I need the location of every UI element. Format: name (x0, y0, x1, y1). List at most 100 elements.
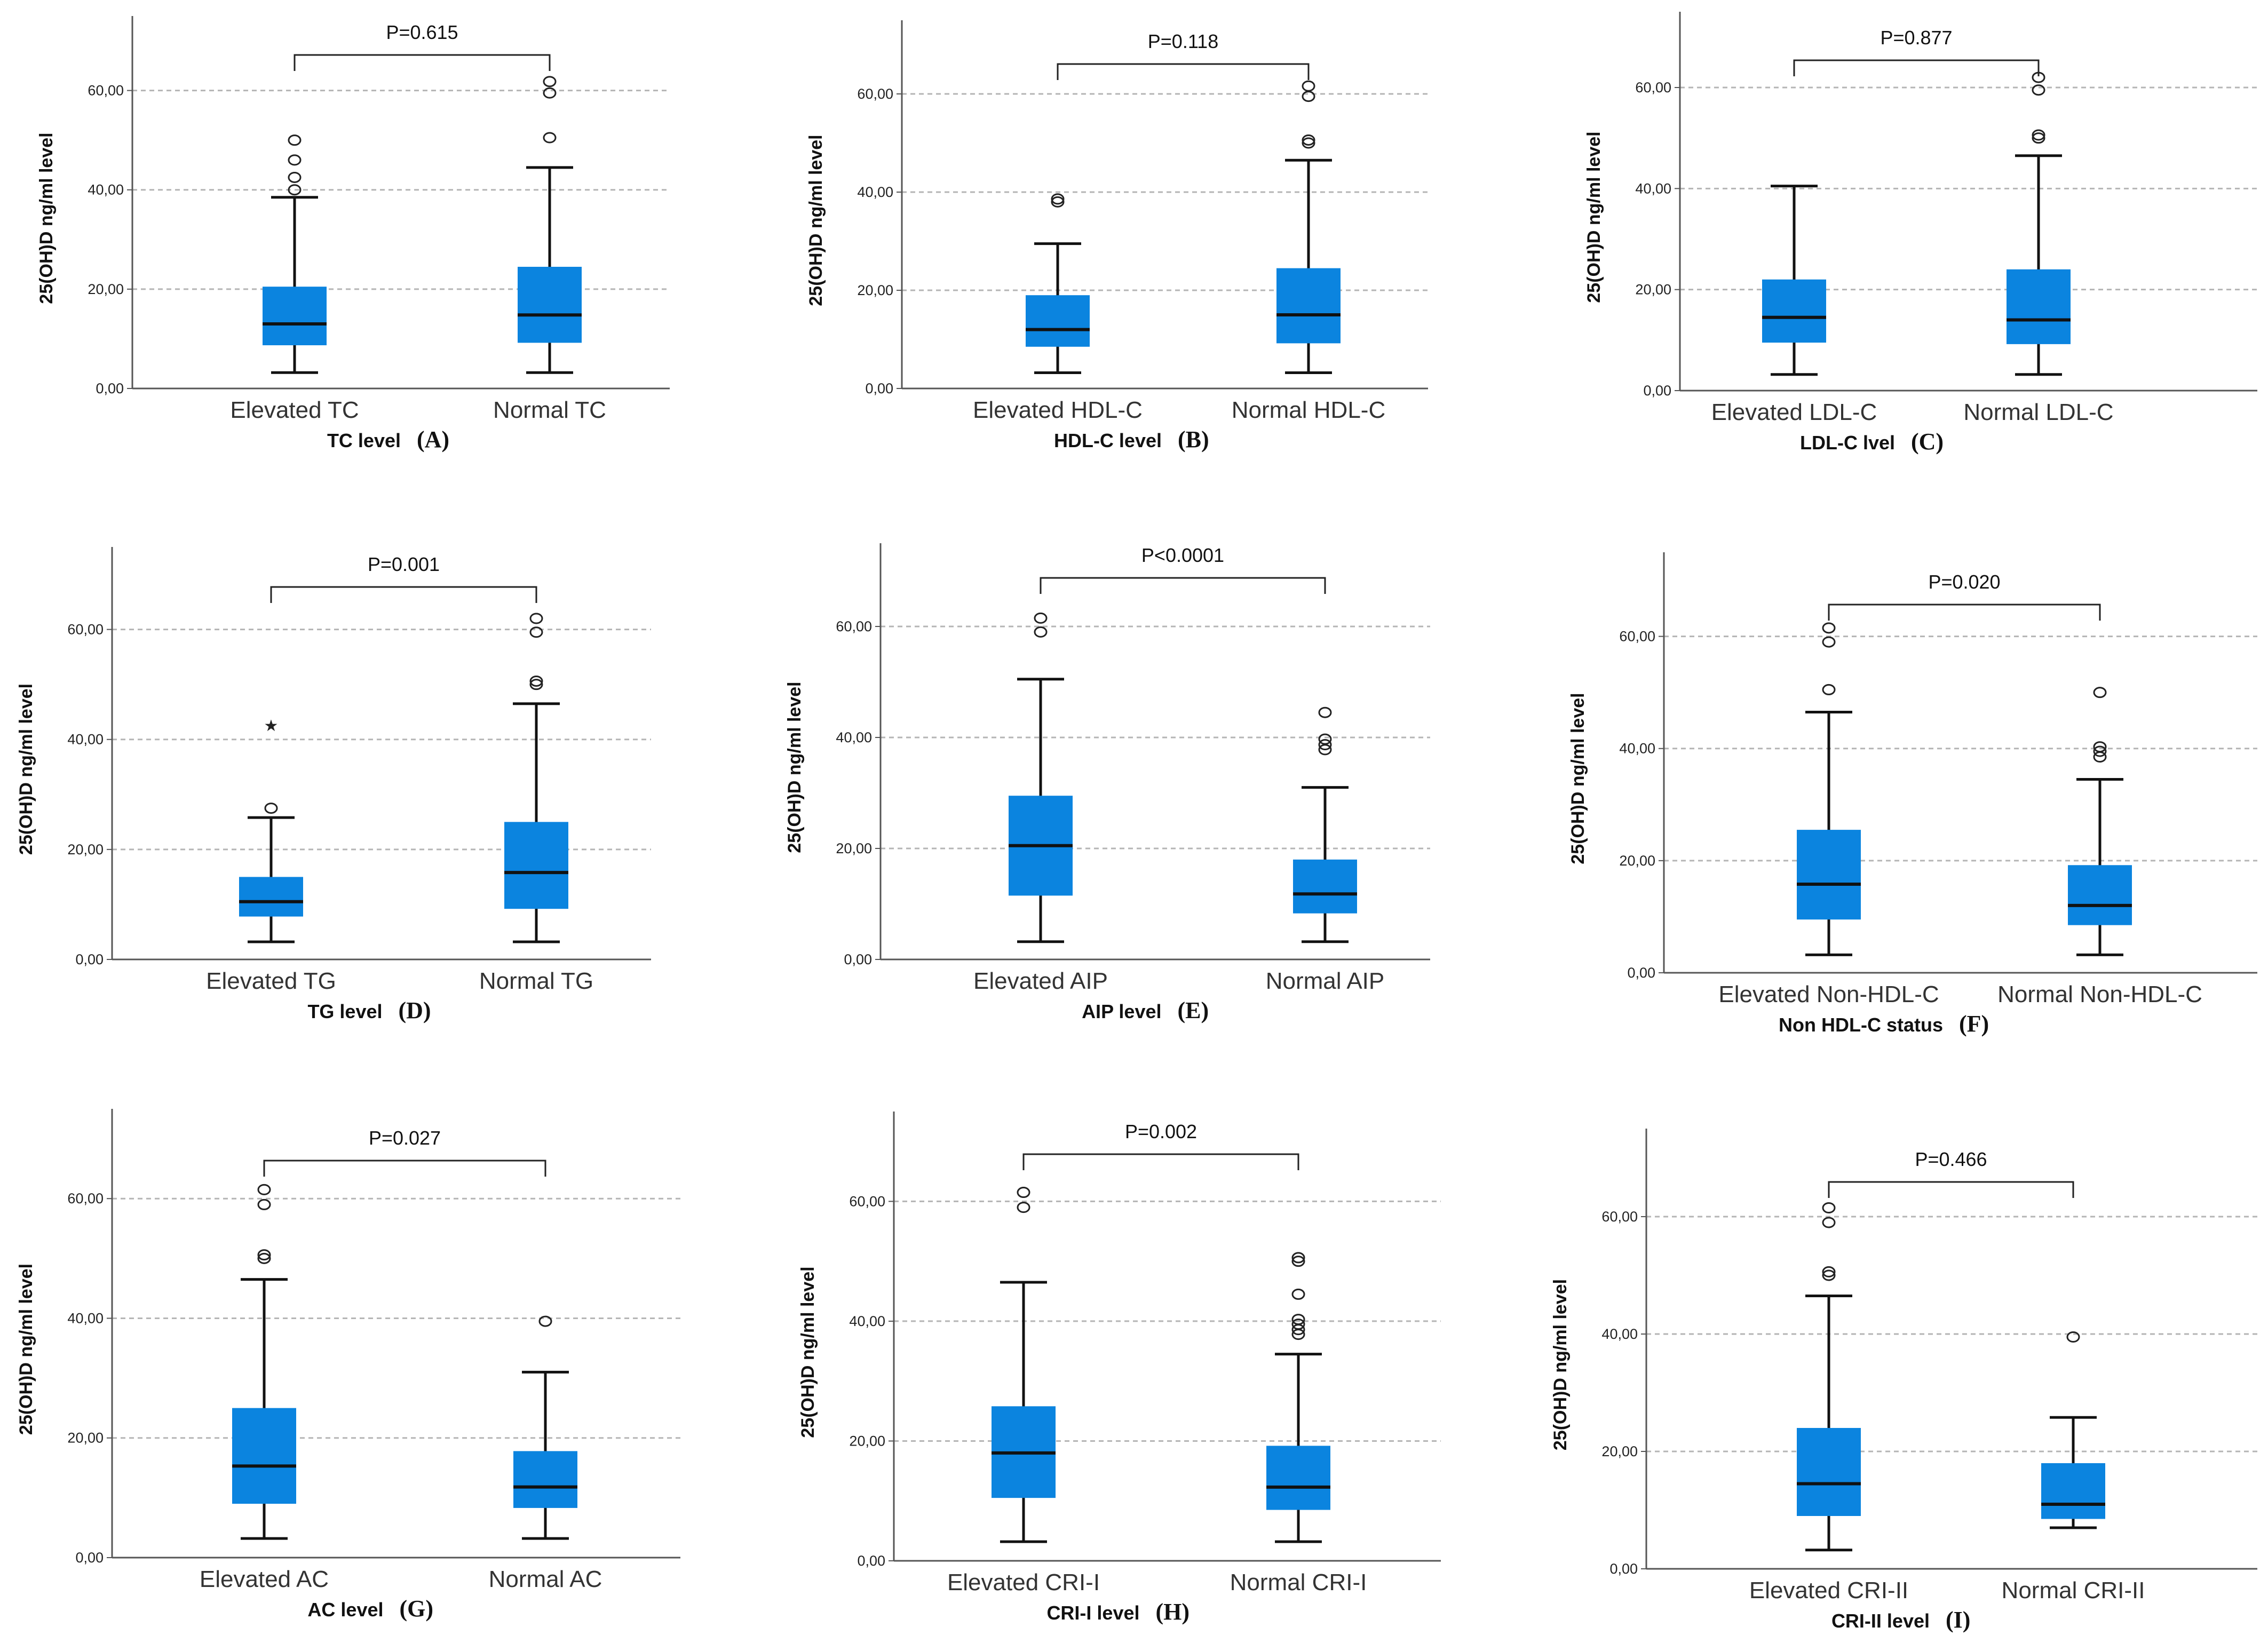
significance-bracket (294, 54, 551, 71)
iqr-box (1293, 859, 1357, 914)
box-group: ★ (239, 717, 303, 943)
iqr-box (1762, 279, 1826, 343)
y-tick-label: 40,00 (67, 1310, 104, 1326)
outlier-marker (1291, 1288, 1305, 1300)
x-category-label: Normal AC (489, 1566, 602, 1592)
y-tick-label: 0,00 (75, 951, 104, 967)
y-tick-label: 0,00 (865, 380, 893, 396)
box-group (1276, 80, 1341, 375)
x-category-label: Elevated CRI-II (1749, 1577, 1908, 1604)
y-tick-label: 60,00 (849, 1193, 885, 1209)
chart-panel-c: 0,00 20,00 40,00 60,00 25(OH)D ng/ml level P=… (1584, 12, 2257, 455)
box-group (232, 1184, 296, 1540)
significance-bracket (263, 1160, 546, 1177)
y-tick-label: 20,00 (857, 282, 893, 298)
y-axis-label: 25(OH)D ng/ml level (36, 132, 57, 304)
p-value-label: P=0.615 (386, 21, 458, 43)
outlier-marker (1302, 91, 1315, 102)
iqr-box (232, 1408, 296, 1504)
x-category-label: Normal TG (479, 968, 593, 994)
iqr-box (239, 877, 303, 917)
outlier-marker (2032, 84, 2045, 96)
x-axis-title: CRI-II level (1831, 1610, 1930, 1632)
iqr-box (1797, 830, 1861, 920)
outlier-marker (1302, 80, 1315, 92)
outlier-marker (529, 613, 543, 624)
chart-panel-a: 0,00 20,00 40,00 60,00 25(OH)D ng/ml level P=… (36, 16, 670, 453)
y-axis-label: 25(OH)D ng/ml level (1550, 1279, 1571, 1450)
y-tick-label: 60,00 (1619, 629, 1655, 645)
x-category-label: Elevated LDL-C (1711, 399, 1877, 425)
outlier-marker (288, 171, 302, 183)
iqr-box (2007, 269, 2071, 344)
outlier-marker (257, 1249, 271, 1261)
outlier-marker (529, 679, 543, 690)
x-axis-title: Non HDL-C status (1779, 1014, 1943, 1036)
chart-panel-g: 0,00 20,00 40,00 60,00 25(OH)D ng/ml level P=… (16, 1109, 680, 1622)
y-tick-label: 60,00 (88, 83, 124, 99)
outlier-marker (1822, 1217, 1836, 1228)
extreme-outlier-marker: ★ (264, 717, 279, 735)
y-tick-label: 0,00 (1627, 965, 1655, 981)
outlier-marker (543, 76, 557, 88)
box-group (1797, 1202, 1861, 1552)
box-group (1797, 622, 1861, 956)
iqr-box (1276, 268, 1341, 344)
outlier-marker (257, 1198, 271, 1210)
x-category-label: Elevated HDL-C (973, 397, 1143, 423)
x-category-label: Normal Non-HDL-C (1997, 981, 2202, 1007)
iqr-box (2041, 1463, 2105, 1519)
y-tick-label: 20,00 (1635, 282, 1671, 298)
x-axis-title: LDL-C lvel (1800, 432, 1895, 454)
outlier-marker (257, 1252, 271, 1264)
outlier-marker (2032, 129, 2045, 141)
box-group (1266, 1252, 1330, 1543)
x-category-label: Elevated CRI-I (947, 1569, 1100, 1596)
y-tick-label: 60,00 (67, 622, 104, 638)
outlier-marker (2093, 751, 2107, 763)
box-group (2041, 1331, 2105, 1529)
outlier-marker (288, 134, 302, 146)
y-tick-label: 60,00 (1635, 80, 1671, 96)
p-value-label: P=0.002 (1125, 1121, 1197, 1142)
outlier-marker (529, 675, 543, 687)
y-axis-label: 25(OH)D ng/ml level (806, 134, 826, 306)
outlier-marker (1318, 733, 1332, 745)
x-category-label: Normal TC (493, 397, 606, 423)
x-axis-title: AC level (307, 1599, 383, 1621)
chart-panel-i: 0,00 20,00 40,00 60,00 25(OH)D ng/ml level P=… (1550, 1129, 2257, 1633)
outlier-marker (1291, 1256, 1305, 1267)
box-group (518, 76, 582, 374)
x-category-label: Elevated Non-HDL-C (1718, 981, 1939, 1007)
box-group (2007, 72, 2071, 376)
iqr-box (263, 287, 327, 346)
x-category-label: Normal LDL-C (1963, 399, 2113, 425)
x-category-label: Elevated AC (200, 1566, 329, 1592)
box-group (1762, 185, 1826, 376)
iqr-box (513, 1451, 577, 1508)
panel-letter: (D) (399, 997, 431, 1023)
outlier-marker (529, 626, 543, 638)
x-category-label: Elevated AIP (973, 968, 1108, 994)
y-tick-label: 40,00 (1619, 741, 1655, 757)
y-tick-label: 40,00 (849, 1313, 885, 1329)
y-axis-label: 25(OH)D ng/ml level (798, 1266, 818, 1438)
outlier-marker (1034, 612, 1048, 624)
y-axis-label: 25(OH)D ng/ml level (1584, 131, 1604, 303)
outlier-marker (1822, 684, 1836, 695)
significance-bracket (1040, 577, 1326, 594)
iqr-box (2068, 865, 2132, 925)
panel-letter: (C) (1911, 428, 1944, 455)
outlier-marker (2032, 132, 2045, 144)
y-tick-label: 60,00 (1601, 1209, 1638, 1225)
y-axis-label: 25(OH)D ng/ml level (1568, 693, 1588, 864)
box-group (263, 134, 327, 374)
iqr-box (504, 822, 568, 909)
significance-bracket (1828, 1181, 2074, 1198)
y-tick-label: 20,00 (1619, 853, 1655, 869)
outlier-marker (1291, 1314, 1305, 1325)
chart-panel-e: 0,00 20,00 40,00 60,00 25(OH)D ng/ml level P<… (784, 543, 1430, 1023)
x-axis-title: CRI-I level (1046, 1602, 1139, 1624)
outlier-marker (2093, 687, 2107, 698)
